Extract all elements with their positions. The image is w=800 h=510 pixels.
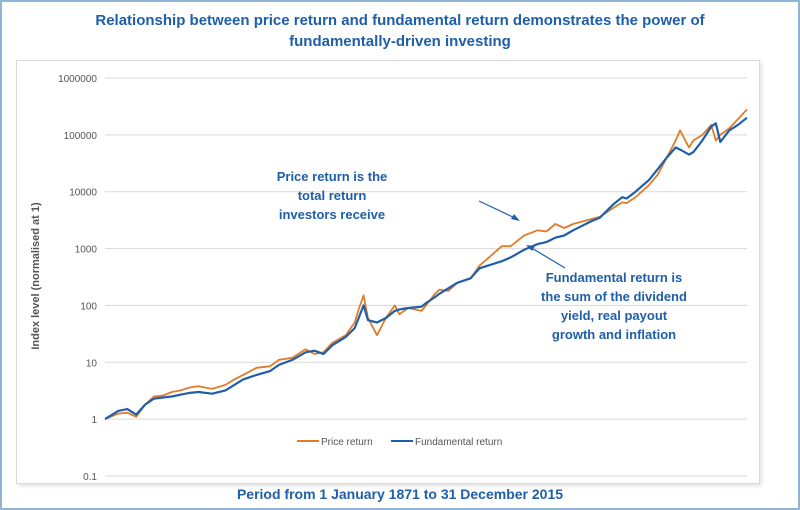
y-tick-label: 0.1 xyxy=(83,472,97,483)
annotations: Price return is the total return investors… xyxy=(277,169,687,342)
annotation-fundamental-arrowhead xyxy=(526,245,535,251)
legend: Price return Fundamental return xyxy=(297,437,502,448)
y-tick-label: 1000000 xyxy=(58,74,97,85)
y-axis-label: Index level (normalised at 1) xyxy=(30,202,42,350)
gridlines xyxy=(105,77,747,477)
y-tick-label: 1 xyxy=(91,415,97,426)
title-line-2: fundamentally-driven investing xyxy=(289,33,511,50)
legend-label: Price return xyxy=(321,437,373,448)
annotation-fundamental-text: Fundamental return is xyxy=(546,270,683,285)
line-chart: 0.1 1 10 100 1000 10000 100000 1000000 Index le… xyxy=(30,74,748,483)
y-tick-label: 100000 xyxy=(64,131,98,142)
annotation-fundamental-text: yield, real payout xyxy=(561,308,668,323)
y-tick-label: 1000 xyxy=(75,245,98,256)
fundamental-return-line xyxy=(104,116,748,421)
annotation-fundamental-text: growth and inflation xyxy=(552,327,676,342)
plot-panel: 0.1 1 10 100 1000 10000 100000 1000000 Index le… xyxy=(16,60,760,484)
y-tick-label: 10000 xyxy=(69,188,97,199)
series-lines xyxy=(104,108,748,421)
y-tick-label: 100 xyxy=(80,301,97,312)
annotation-price-arrowhead xyxy=(511,214,520,221)
price-return-line xyxy=(104,108,748,420)
annotation-fundamental-arrow xyxy=(529,246,566,269)
annotation-price-text: total return xyxy=(298,188,367,203)
annotation-price-arrow xyxy=(478,200,518,220)
period-footer: Period from 1 January 1871 to 31 Decembe… xyxy=(236,486,564,502)
legend-label: Fundamental return xyxy=(415,437,502,448)
chart-title: Relationship between price return and fu… xyxy=(2,10,798,52)
y-tick-label: 10 xyxy=(86,358,98,369)
title-line-1: Relationship between price return and fu… xyxy=(95,12,705,29)
annotation-price-text: investors receive xyxy=(279,207,385,222)
y-tick-labels: 0.1 1 10 100 1000 10000 100000 1000000 xyxy=(58,74,97,483)
annotation-fundamental-text: the sum of the dividend xyxy=(541,289,687,304)
annotation-price-text: Price return is the xyxy=(277,169,388,184)
